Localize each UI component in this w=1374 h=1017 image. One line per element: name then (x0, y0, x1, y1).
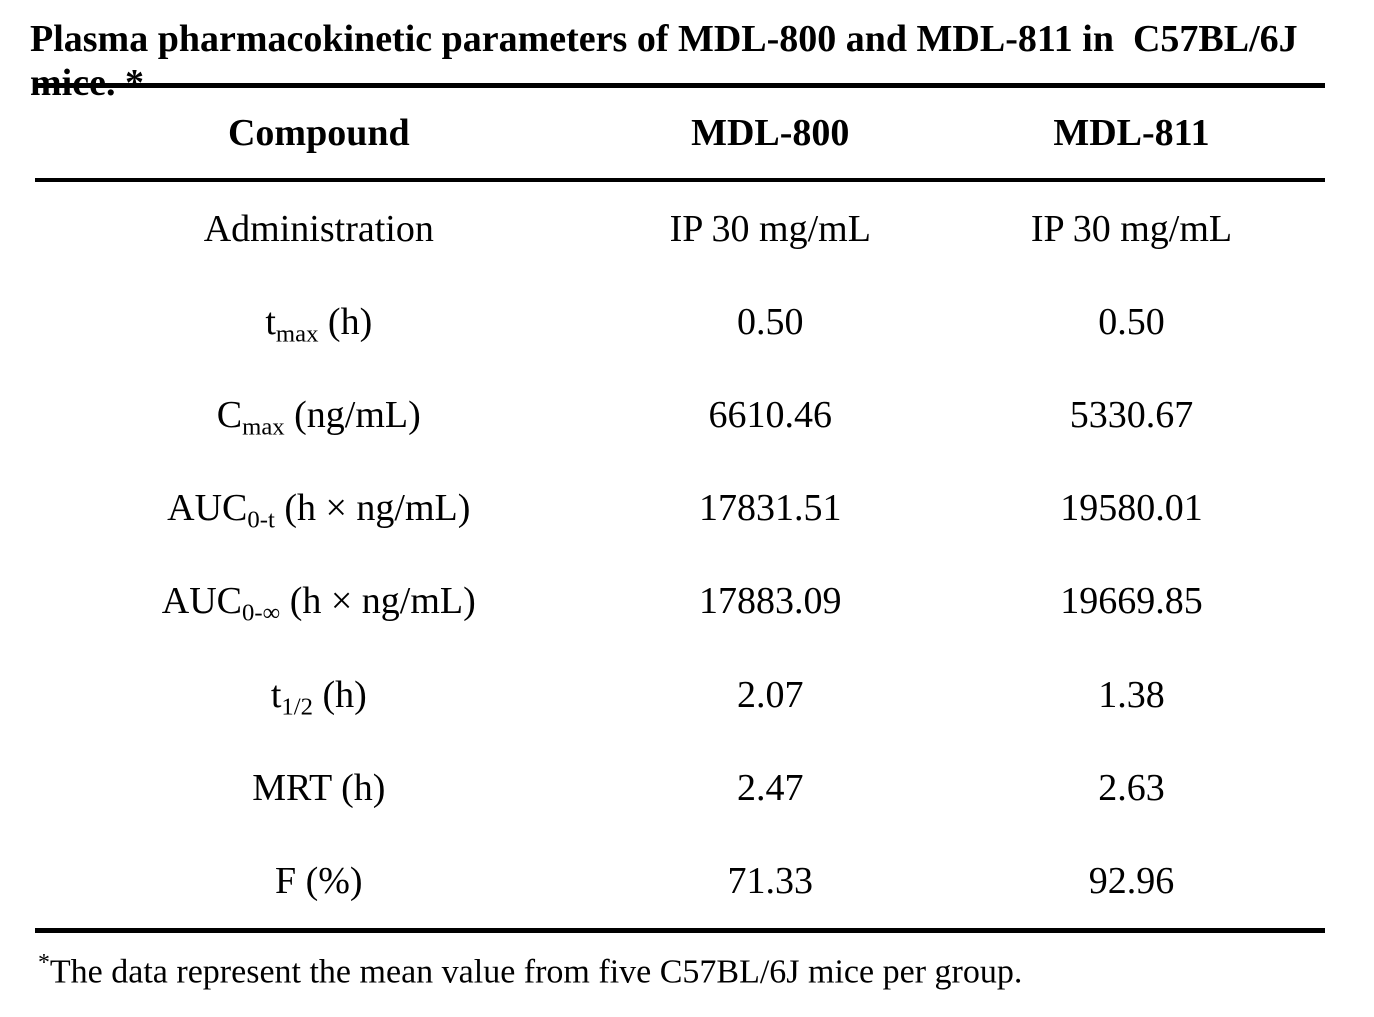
footnote: *The data represent the mean value from … (38, 950, 1022, 991)
table-title: Plasma pharmacokinetic parameters of MDL… (30, 18, 1308, 104)
row-label: Cmax (ng/mL) (216, 393, 421, 441)
table-row-auc-0-t: AUC0-t (h × ng/mL) 17831.51 19580.01 (35, 462, 1325, 555)
table-row-administration: Administration IP 30 mg/mL IP 30 mg/mL (35, 182, 1325, 275)
row-label: Administration (203, 207, 434, 250)
row-value-mdl-800: 0.50 (737, 300, 804, 343)
row-value-mdl-811: 19669.85 (1060, 580, 1203, 623)
row-value-mdl-800: 6610.46 (708, 393, 833, 436)
row-value-mdl-811: 2.63 (1098, 766, 1165, 809)
row-value-mdl-800: 2.47 (737, 766, 804, 809)
pharmacokinetics-table: Compound MDL-800 MDL-811 Administration … (35, 83, 1325, 933)
row-label: AUC0-t (h × ng/mL) (167, 487, 471, 534)
row-value-mdl-811: 0.50 (1098, 300, 1165, 343)
row-value-mdl-811: 5330.67 (1069, 393, 1194, 436)
row-value-mdl-811: 1.38 (1098, 673, 1165, 716)
row-label: F (%) (274, 859, 363, 902)
table-row-mrt: MRT (h) 2.47 2.63 (35, 741, 1325, 834)
table-row-auc-0-inf: AUC0-∞ (h × ng/mL) 17883.09 19669.85 (35, 555, 1325, 648)
row-value-mdl-800: 71.33 (727, 859, 814, 902)
header-compound: Compound (227, 112, 410, 154)
table-row-tmax: tmax (h) 0.50 0.50 (35, 275, 1325, 368)
table-row-cmax: Cmax (ng/mL) 6610.46 5330.67 (35, 368, 1325, 461)
row-value-mdl-800: 2.07 (737, 673, 804, 716)
footnote-asterisk-marker: * (38, 950, 50, 976)
table-header-row: Compound MDL-800 MDL-811 (35, 88, 1325, 182)
footnote-text: The data represent the mean value from f… (49, 953, 1023, 991)
row-value-mdl-800: IP 30 mg/mL (669, 207, 871, 250)
header-mdl-811: MDL-811 (1053, 112, 1210, 154)
row-label: t1/2 (h) (270, 673, 367, 720)
table-row-t-half: t1/2 (h) 2.07 1.38 (35, 648, 1325, 741)
row-value-mdl-800: 17831.51 (699, 487, 842, 530)
table-row-f-percent: F (%) 71.33 92.96 (35, 834, 1325, 927)
row-value-mdl-811: 92.96 (1088, 859, 1175, 902)
row-label: tmax (h) (265, 300, 373, 348)
row-value-mdl-811: 19580.01 (1060, 487, 1203, 530)
row-value-mdl-811: IP 30 mg/mL (1030, 207, 1233, 250)
row-value-mdl-800: 17883.09 (699, 580, 842, 623)
row-label: AUC0-∞ (h × ng/mL) (161, 580, 476, 627)
header-mdl-800: MDL-800 (691, 112, 850, 154)
row-label: MRT (h) (252, 766, 386, 809)
